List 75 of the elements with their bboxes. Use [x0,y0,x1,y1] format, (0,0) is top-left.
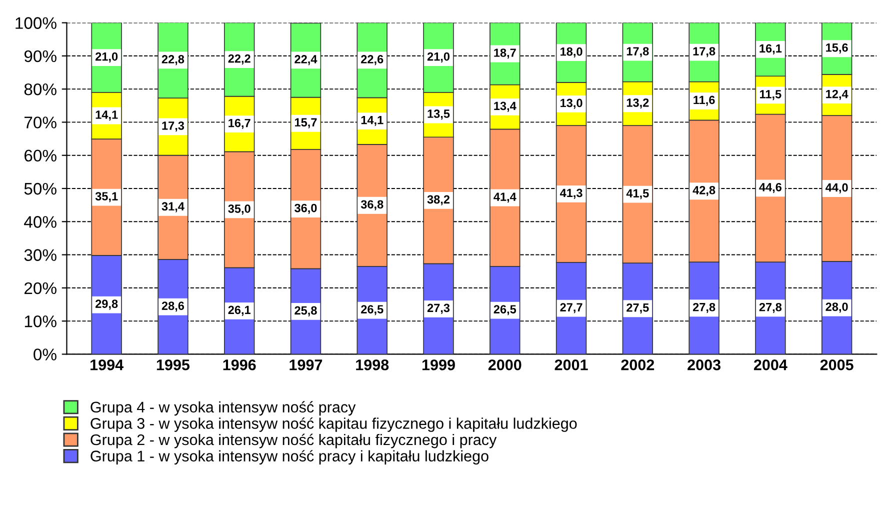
x-tick-label: 1995 [156,359,190,370]
data-label: 18,0 [560,47,582,58]
data-label: 16,1 [760,44,782,54]
data-label: 27,3 [427,304,450,314]
data-label: 35,0 [228,204,250,215]
data-label: 28,6 [162,302,184,312]
data-label: 42,8 [692,186,716,196]
data-label: 26,5 [361,305,384,316]
data-label: 22,6 [361,55,384,66]
legend-label: Grupa 4 - w ysoka intensyw ność pracy [90,401,356,416]
data-label: 17,3 [162,121,184,132]
data-label: 41,3 [560,188,582,199]
y-tick-label: 20% [24,282,56,294]
data-label: 22,8 [162,55,184,66]
data-label: 38,2 [427,195,450,206]
legend-label: Grupa 3 - w ysoka intensyw ność kapitau fizycznego i kapitału ludzkiego [90,417,577,432]
x-tick-label: 2003 [688,359,720,370]
data-label: 11,6 [694,96,715,106]
data-label: 27,8 [759,302,782,314]
y-tick-label: 10% [24,315,56,328]
data-label: 13,2 [626,98,649,109]
x-tick-label: 2000 [488,359,522,370]
y-tick-label: 0% [34,348,56,360]
data-label: 13,4 [494,102,516,112]
x-tick-label: 2002 [621,359,654,370]
legend-label: Grupa 2 - w ysoka intensyw ność kapitału fizycznego i pracy [90,434,497,448]
data-label: 21,0 [96,52,118,62]
data-label: 17,8 [693,47,716,58]
y-tick-label: 40% [24,216,56,228]
y-tick-label: 100% [16,17,56,29]
data-label: 44,0 [826,183,848,194]
x-tick-label: 2004 [754,359,788,370]
data-label: 41,5 [626,189,649,200]
data-label: 27,8 [692,302,716,314]
data-label: 26,5 [494,305,516,316]
data-label: 44,6 [759,182,782,194]
data-label: 31,4 [162,202,184,212]
data-label: 27,7 [560,303,582,314]
x-tick-label: 1999 [422,359,455,370]
y-tick-label: 80% [24,83,56,96]
data-label: 41,4 [494,192,516,203]
data-label: 36,8 [360,200,384,210]
data-label: 29,8 [96,300,118,310]
data-label: 25,8 [294,306,317,316]
data-label: 26,1 [228,306,251,316]
data-label: 35,1 [95,192,118,202]
data-label: 15,6 [826,43,848,54]
data-label: 15,7 [294,118,317,128]
data-label: 12,4 [826,90,848,100]
data-label: 13,0 [560,98,582,109]
data-label: 13,5 [428,110,450,120]
legend-label: Grupa 1 - w ysoka intensyw ność pracy i kapitału ludzkiego [90,450,488,464]
x-tick-label: 1996 [223,359,256,370]
data-label: 22,4 [294,55,318,66]
data-label: 36,0 [294,204,317,214]
x-tick-label: 2001 [554,359,588,370]
x-tick-label: 1998 [356,359,389,370]
data-label: 21,0 [427,52,450,62]
data-label: 14,1 [361,116,384,126]
x-tick-label: 1997 [290,359,322,370]
data-label: 28,0 [826,302,848,313]
y-tick-label: 60% [24,150,56,162]
x-tick-label: 1994 [90,359,124,370]
data-label: 27,5 [626,303,649,314]
data-label: 16,7 [228,118,250,129]
x-tick-label: 2005 [820,359,854,370]
data-label: 22,2 [228,54,250,64]
data-label: 11,5 [760,90,782,100]
y-tick-label: 30% [24,249,56,261]
y-tick-label: 70% [24,116,56,128]
data-label: 17,8 [626,47,649,58]
y-tick-label: 90% [24,50,56,62]
y-tick-label: 50% [24,182,56,195]
data-label: 14,1 [96,110,118,121]
data-label: 18,7 [494,48,516,59]
